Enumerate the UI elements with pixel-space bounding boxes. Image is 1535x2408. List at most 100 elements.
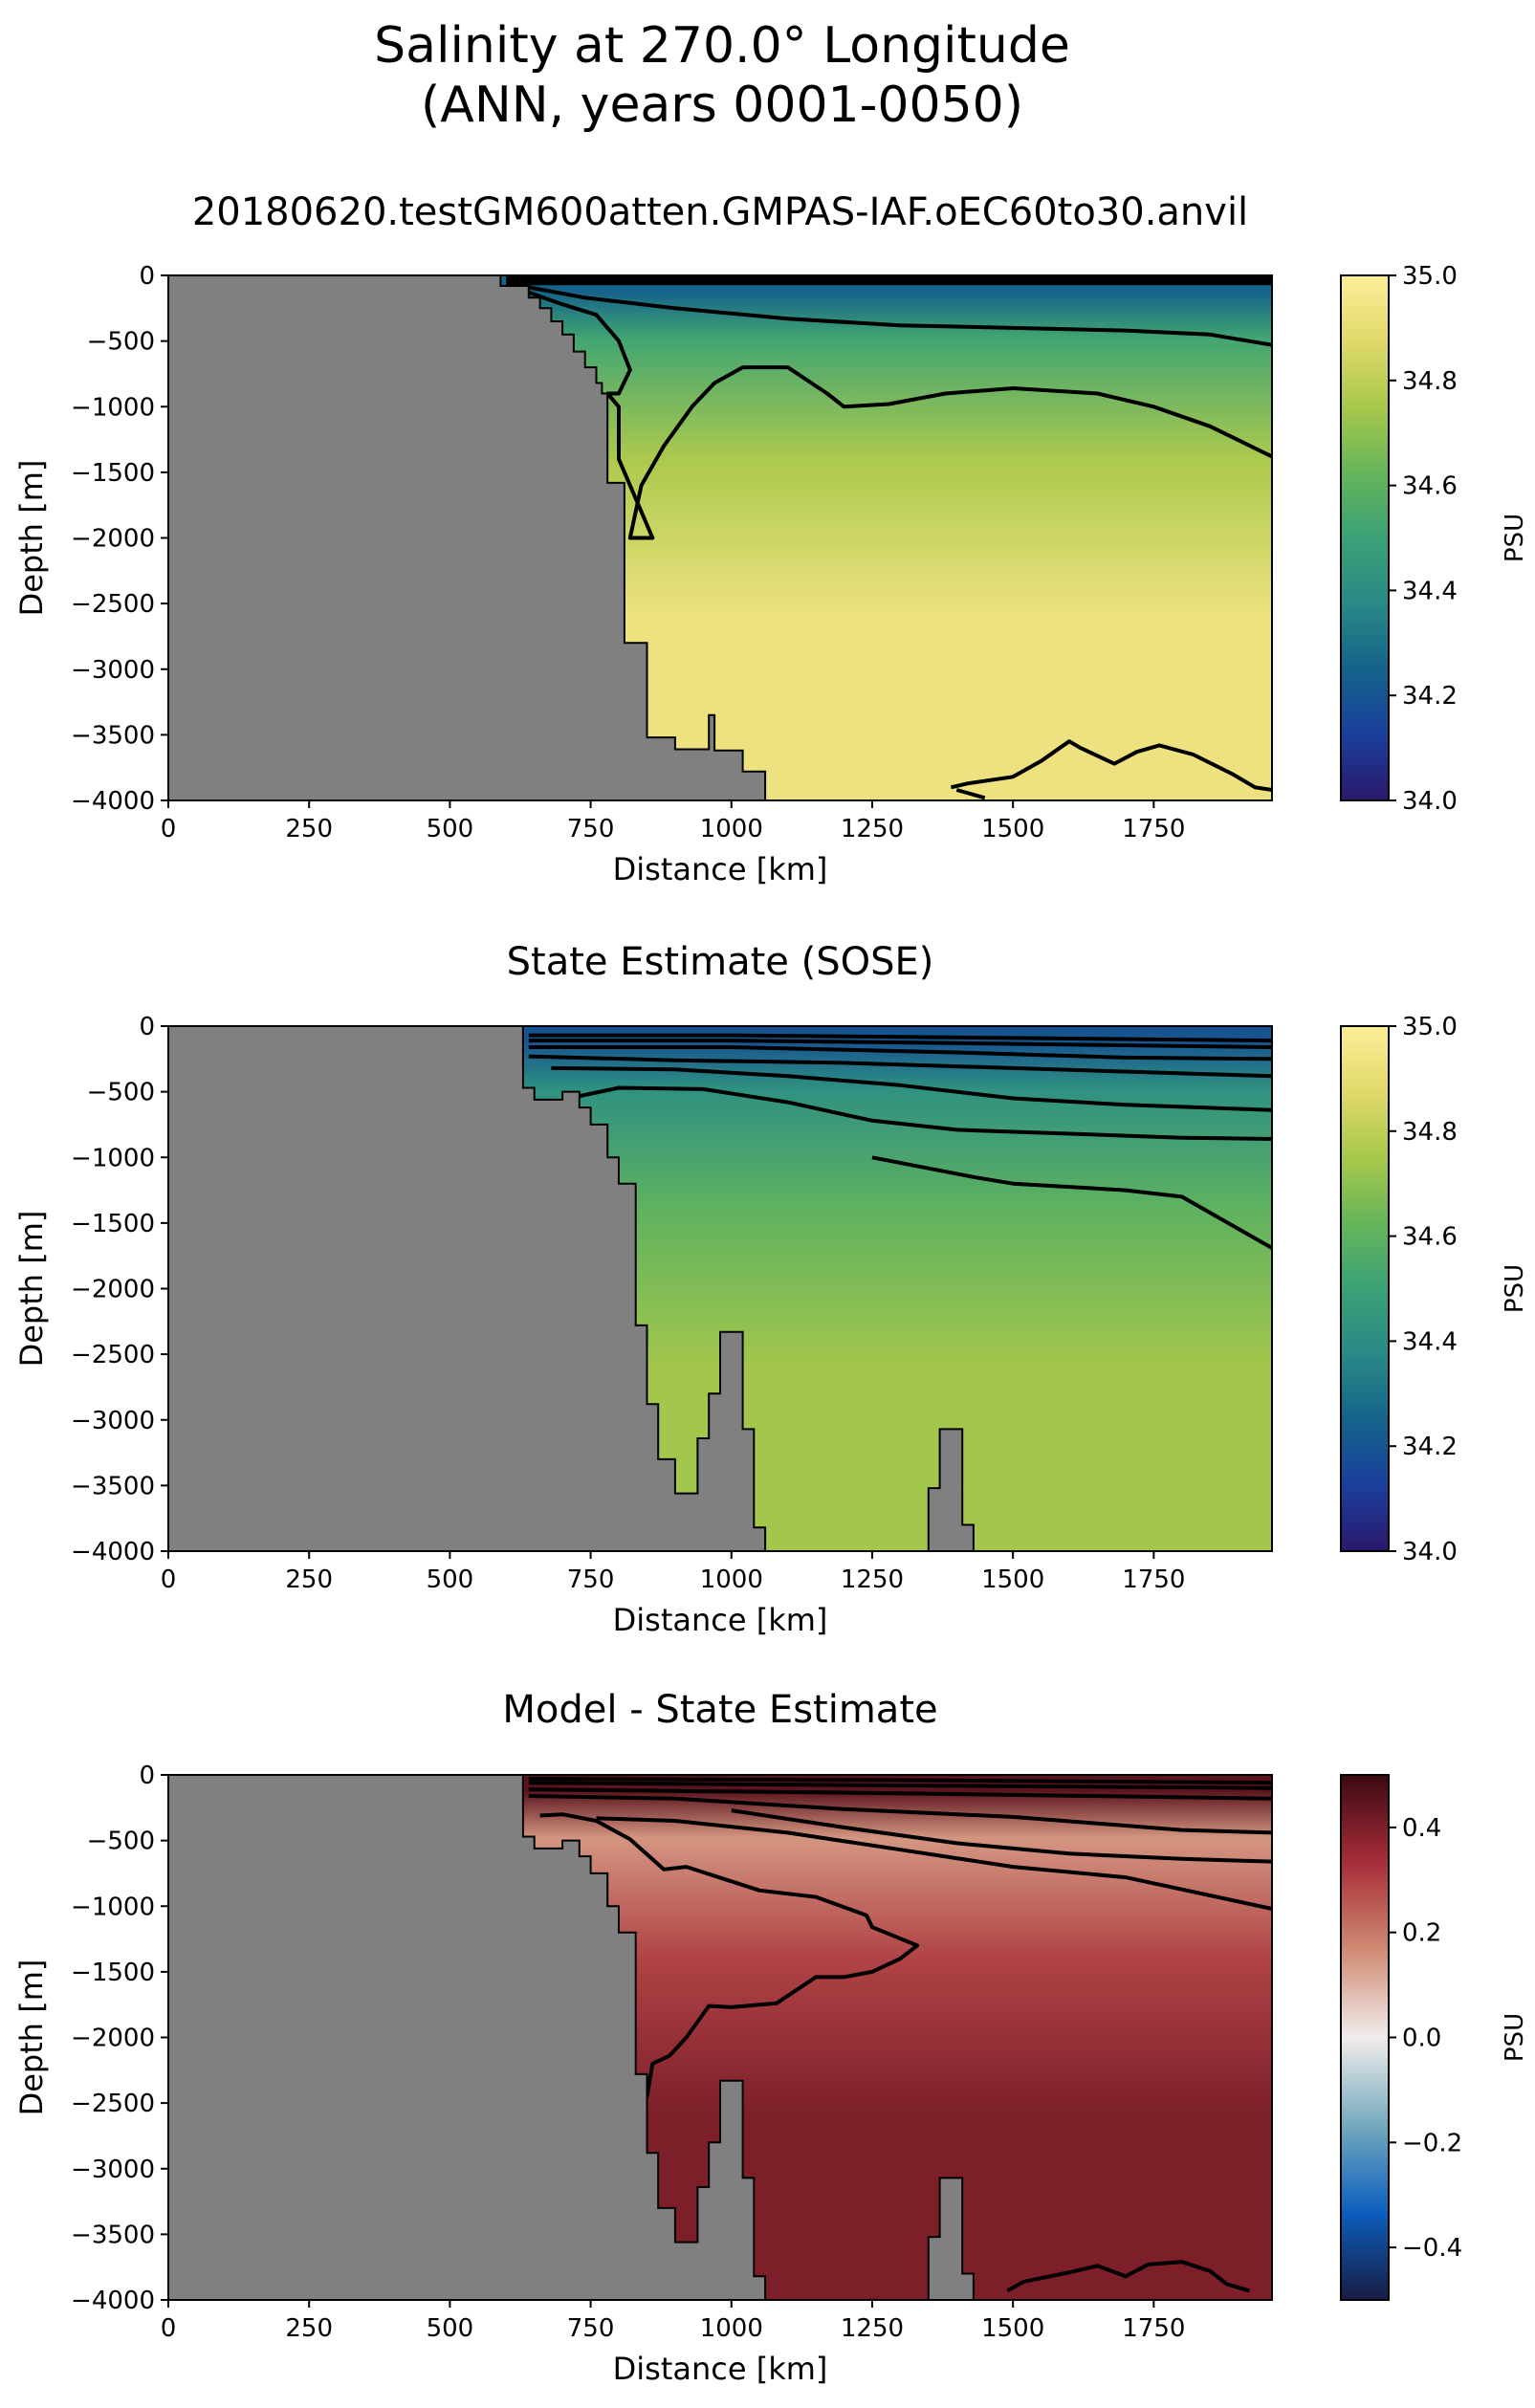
y-tick-label: −1500: [71, 1210, 155, 1238]
y-axis-label: Depth [m]: [13, 1211, 50, 1368]
x-tick-label: 1500: [981, 1565, 1044, 1594]
contour-line-3: [528, 1794, 1273, 1835]
x-tick-label: 1750: [1122, 815, 1185, 843]
x-tick-label: 250: [285, 2314, 333, 2343]
y-tick-label: −3500: [71, 1472, 155, 1500]
x-axis: 0 250 500 750 1000 1250 1500 1750 Distance [km]: [161, 800, 1185, 887]
figure-title-line2: (ANN, years 0001-0050): [420, 77, 1024, 134]
x-tick-label: 250: [285, 1565, 333, 1594]
y-tick-label: −2000: [71, 2025, 155, 2053]
x-axis-label: Distance [km]: [613, 2351, 828, 2387]
y-tick-label: −2000: [71, 1276, 155, 1304]
y-tick-label: 0: [139, 1762, 155, 1790]
x-tick-label: 1250: [841, 2314, 904, 2343]
y-tick-label: −3000: [71, 1407, 155, 1435]
y-axis: 0 −500 −1000 −1500 −2000 −2500 −3000 −3500 −4000…: [13, 1762, 168, 2315]
bathymetry-land: [167, 274, 767, 801]
colorbar-tick-label: 34.6: [1402, 1223, 1458, 1252]
colorbar-tick-label: 0.4: [1402, 1814, 1441, 1843]
x-tick-label: 1750: [1122, 2314, 1185, 2343]
colorbar-label: PSU: [1501, 1264, 1529, 1313]
y-tick-label: −500: [87, 1828, 155, 1856]
x-tick-label: 1250: [841, 815, 904, 843]
y-tick-label: −4000: [71, 787, 155, 816]
colorbar-tick-label: 34.6: [1402, 472, 1458, 501]
colorbar-tick-label: 35.0: [1402, 262, 1458, 291]
colorbar-label: PSU: [1501, 2013, 1529, 2062]
x-tick-label: 500: [427, 1565, 474, 1594]
panel3-title: Model - State Estimate: [502, 1688, 938, 1732]
y-tick-label: −3000: [71, 2156, 155, 2184]
x-tick-label: 750: [567, 2314, 615, 2343]
contour-line-6: [596, 1816, 1273, 1911]
contour-line-0: [528, 1777, 1273, 1785]
colorbar-tick-label: −0.2: [1402, 2129, 1462, 2157]
x-axis-label: Distance [km]: [613, 851, 828, 887]
colorbar-tick-label: 34.4: [1402, 1327, 1458, 1356]
contour-lines: [506, 275, 1273, 800]
x-axis: 0 250 500 750 1000 1250 1500 1750 Distance [km]: [161, 1551, 1185, 1638]
y-tick-label: −2500: [71, 2090, 155, 2118]
x-axis-label: Distance [km]: [613, 1602, 828, 1638]
y-axis: 0 −500 −1000 −1500 −2000 −2500 −3000 −3500 −4000…: [13, 262, 168, 816]
contour-line-5: [539, 1812, 920, 2103]
colorbar: 34.0 34.2 34.4 34.6 34.8 35.0 PSU: [1340, 1013, 1529, 1566]
x-tick-label: 750: [567, 815, 615, 843]
x-tick-label: 0: [161, 1565, 177, 1594]
figure-title-line1: Salinity at 270.0° Longitude: [374, 17, 1070, 75]
y-axis-label: Depth [m]: [13, 460, 50, 617]
x-tick-label: 1000: [700, 1565, 763, 1594]
contour-line-1: [528, 1039, 1273, 1049]
colorbar-tick-label: 34.8: [1402, 1118, 1458, 1147]
colorbar-tick-label: 34.0: [1402, 1538, 1458, 1566]
colorbar-gradient: [1340, 1774, 1390, 2301]
x-tick-label: 500: [427, 2314, 474, 2343]
colorbar-tick-label: 0.2: [1402, 1919, 1441, 1948]
contour-line-6: [871, 1155, 1273, 1250]
bathymetry-land: [167, 1025, 975, 1552]
contour-line-4: [528, 285, 1273, 347]
contour-line-0: [528, 1033, 1273, 1043]
panel2-title: State Estimate (SOSE): [506, 940, 934, 984]
colorbar-tick-label: 34.2: [1402, 1433, 1458, 1461]
y-tick-label: −3500: [71, 2221, 155, 2249]
x-tick-label: 1000: [700, 815, 763, 843]
x-tick-label: 1250: [841, 1565, 904, 1594]
x-tick-label: 0: [161, 2314, 177, 2343]
contour-line-5: [561, 1085, 1273, 1141]
x-tick-label: 500: [427, 815, 474, 843]
y-tick-label: −3500: [71, 721, 155, 750]
y-tick-label: 0: [139, 262, 155, 291]
y-tick-label: −1000: [71, 1144, 155, 1172]
y-tick-label: −1500: [71, 459, 155, 488]
y-axis: 0 −500 −1000 −1500 −2000 −2500 −3000 −3500 −4000…: [13, 1013, 168, 1566]
y-tick-label: −2500: [71, 1341, 155, 1369]
colorbar-tick-label: 35.0: [1402, 1013, 1458, 1041]
y-tick-label: −500: [87, 328, 155, 357]
y-tick-label: −1500: [71, 1959, 155, 1987]
colorbar-tick-label: 34.8: [1402, 367, 1458, 396]
colorbar-tick-label: 34.0: [1402, 787, 1458, 816]
contour-lines: [528, 1033, 1273, 1250]
y-tick-label: −2000: [71, 525, 155, 554]
x-axis: 0 250 500 750 1000 1250 1500 1750 Distance [km]: [161, 2300, 1185, 2387]
y-axis-label: Depth [m]: [13, 1959, 50, 2116]
x-tick-label: 250: [285, 815, 333, 843]
x-tick-label: 0: [161, 815, 177, 843]
colorbar-gradient: [1340, 274, 1390, 801]
x-tick-label: 1500: [981, 2314, 1044, 2343]
y-tick-label: −500: [87, 1079, 155, 1107]
panel1-title: 20180620.testGM600atten.GMPAS-IAF.oEC60t…: [191, 190, 1249, 234]
colorbar-tick-label: 34.4: [1402, 577, 1458, 605]
contour-line-3: [528, 1054, 1273, 1079]
y-tick-label: −3000: [71, 656, 155, 685]
y-tick-label: −4000: [71, 2287, 155, 2315]
y-tick-label: 0: [139, 1013, 155, 1041]
x-tick-label: 1000: [700, 2314, 763, 2343]
y-tick-label: −2500: [71, 590, 155, 619]
contour-line-2: [528, 1787, 1273, 1801]
contour-lines: [528, 1777, 1273, 2293]
contour-line-4: [551, 1065, 1273, 1112]
